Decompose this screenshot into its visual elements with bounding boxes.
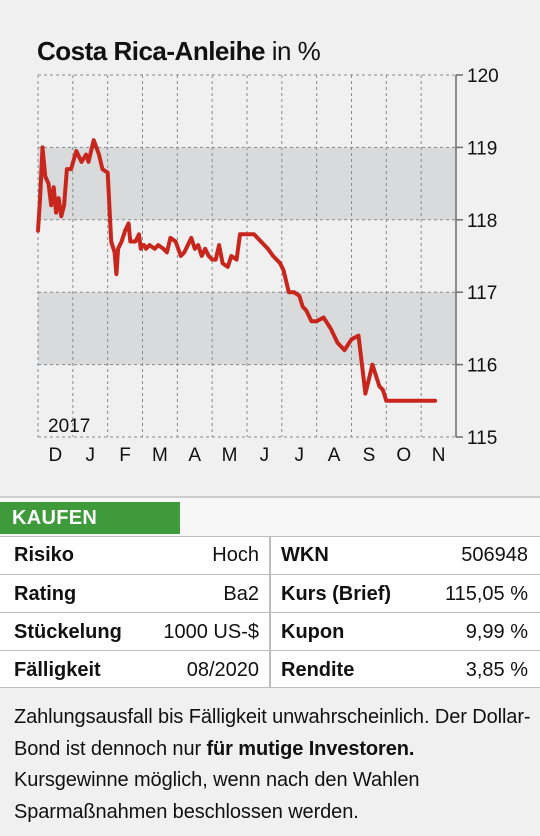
x-tick-label: A xyxy=(188,445,201,466)
x-tick-label: J xyxy=(260,445,270,466)
y-tick-label: 118 xyxy=(467,211,497,232)
table-row: Fälligkeit 08/2020 Rendite 3,85 % xyxy=(0,651,540,689)
y-tick-label: 117 xyxy=(467,283,497,304)
denomination-value: 1000 US-$ xyxy=(163,621,259,643)
x-tick-label: D xyxy=(49,445,63,466)
coupon-label: Kupon xyxy=(281,621,345,643)
y-tick-label: 119 xyxy=(467,138,497,159)
risk-value: Hoch xyxy=(212,544,259,566)
maturity-value: 08/2020 xyxy=(186,659,259,681)
year-label: 2017 xyxy=(48,416,90,437)
x-tick-label: N xyxy=(432,445,446,466)
commentary: Zahlungsausfall bis Fälligkeit unwahrsch… xyxy=(14,702,534,828)
x-tick-label: M xyxy=(222,445,238,466)
table-row: Risiko Hoch WKN 506948 xyxy=(0,536,540,574)
price-label: Kurs (Brief) xyxy=(281,583,392,605)
wkn-label: WKN xyxy=(281,544,329,566)
commentary-part2: Kursgewinne möglich, wenn nach den Wahle… xyxy=(14,769,420,823)
commentary-part1: Zahlungsausfall bis Fälligkeit unwahrsch… xyxy=(14,706,531,760)
x-tick-label: F xyxy=(119,445,131,466)
yield-value: 3,85 % xyxy=(465,659,528,681)
x-tick-label: S xyxy=(363,445,376,466)
x-tick-label: A xyxy=(328,445,341,466)
table-row: Rating Ba2 Kurs (Brief) 115,05 % xyxy=(0,575,540,613)
x-tick-label: J xyxy=(86,445,96,466)
x-tick-label: J xyxy=(295,445,305,466)
series-line xyxy=(36,138,438,403)
verdict-row: KAUFEN xyxy=(0,498,540,536)
divider xyxy=(0,496,540,498)
chart-unit: in % xyxy=(271,36,321,66)
column-divider xyxy=(269,536,271,688)
commentary-emphasis: für mutige Investoren. xyxy=(206,737,415,760)
verdict-badge: KAUFEN xyxy=(0,502,180,534)
risk-label: Risiko xyxy=(14,544,75,566)
chart-title-text: Costa Rica-Anleihe xyxy=(37,36,265,66)
rating-value: Ba2 xyxy=(223,583,259,605)
yield-label: Rendite xyxy=(281,659,355,681)
y-tick-label: 116 xyxy=(467,356,497,377)
y-tick-label: 120 xyxy=(467,66,499,87)
price-value: 115,05 % xyxy=(444,583,528,605)
maturity-label: Fälligkeit xyxy=(14,659,101,681)
x-tick-label: O xyxy=(396,445,411,466)
x-tick-label: M xyxy=(152,445,168,466)
coupon-value: 9,99 % xyxy=(465,621,528,643)
denomination-label: Stückelung xyxy=(14,621,122,643)
table-row: Stückelung 1000 US-$ Kupon 9,99 % xyxy=(0,613,540,651)
y-tick-label: 115 xyxy=(467,428,497,449)
wkn-value: 506948 xyxy=(461,544,528,566)
chart-title: Costa Rica-Anleihe in % xyxy=(37,36,321,67)
rating-label: Rating xyxy=(14,583,77,605)
